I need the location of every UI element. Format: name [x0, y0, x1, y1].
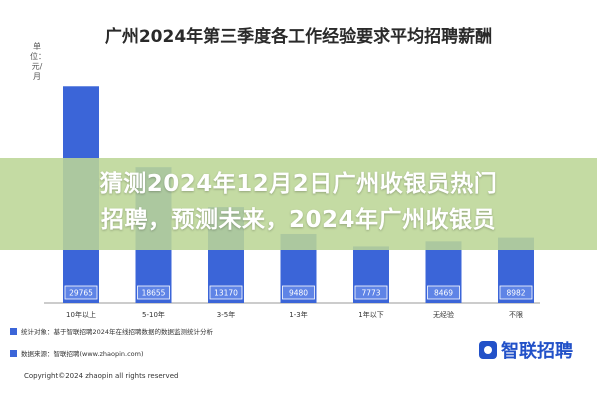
x-tick-label: 10年以上 [66, 310, 96, 319]
x-tick-label: 无经验 [433, 310, 454, 319]
data-label: 18655 [142, 289, 166, 298]
copyright-text: Copyright©2024 zhaopin all rights reserv… [24, 372, 179, 380]
zhaopin-logo: 智联招聘 [479, 337, 573, 363]
zhaopin-logo-icon [479, 341, 497, 359]
data-label: 7773 [361, 289, 380, 298]
data-label: 29765 [69, 289, 93, 298]
headline-banner [0, 158, 597, 250]
data-label: 8982 [506, 289, 525, 298]
stat-scope-text: 统计对象：基于智联招聘2024年在线招聘数据的数据监测统计分析 [21, 328, 214, 336]
chart-title: 广州2024年第三季度各工作经验要求平均招聘薪酬 [104, 27, 493, 47]
unit-label: 单位：元/月 [30, 42, 46, 81]
x-tick-label: 1年以下 [358, 310, 383, 319]
x-tick-label: 3-5年 [217, 310, 235, 319]
headline-text: 猜测2024年12月2日广州收银员热门 招聘，预测未来，2024年广州收银员 [99, 171, 498, 233]
data-label-box [282, 285, 315, 300]
data-source-note: 数据来源：智联招聘(www.zhaopin.com) [10, 348, 143, 358]
data-label-box [427, 285, 460, 300]
brand-name: 智联招聘 [501, 341, 573, 362]
data-label-box [354, 285, 388, 300]
data-label: 8469 [434, 289, 453, 298]
data-label: 9480 [289, 289, 308, 298]
stat-scope-note: 统计对象：基于智联招聘2024年在线招聘数据的数据监测统计分析 [10, 326, 213, 336]
data-label-box [64, 285, 98, 300]
data-label-box [137, 285, 170, 300]
data-source-text: 数据来源：智联招聘(www.zhaopin.com) [21, 350, 144, 358]
x-tick-label: 1-3年 [289, 310, 307, 319]
x-tick-label: 不限 [509, 310, 523, 319]
data-label-box [499, 285, 533, 300]
x-tick-label: 5-10年 [142, 310, 165, 319]
square-bullet-icon [10, 349, 17, 357]
data-label: 13170 [214, 289, 238, 298]
data-label-box [209, 285, 243, 300]
square-bullet-icon [10, 327, 17, 335]
